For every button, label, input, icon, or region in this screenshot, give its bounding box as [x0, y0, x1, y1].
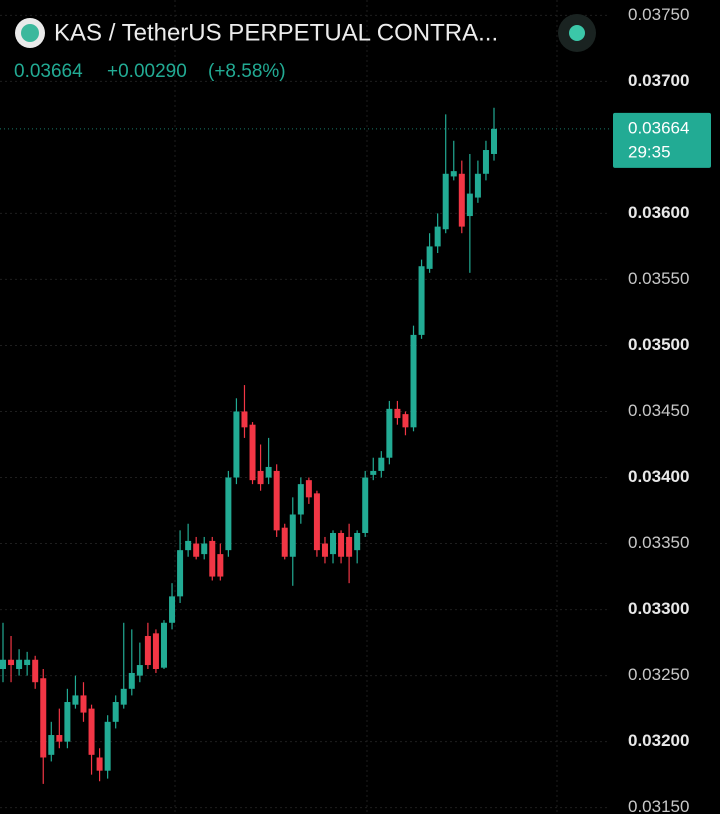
- candle-body: [128, 672, 135, 689]
- candle-body: [201, 543, 208, 555]
- price-change: +0.00290: [107, 61, 187, 82]
- candle-body: [88, 708, 95, 755]
- candle-body: [281, 527, 288, 557]
- candle-body: [64, 702, 71, 742]
- candle-body: [297, 484, 304, 515]
- candle-body: [321, 543, 328, 557]
- candle-body: [434, 226, 441, 247]
- candle-body: [225, 477, 232, 551]
- candle-body: [394, 408, 401, 419]
- y-tick-label: 0.03400: [628, 467, 689, 486]
- y-tick-label: 0.03550: [628, 269, 689, 288]
- vertical-grid: [174, 0, 558, 814]
- y-tick-label: 0.03750: [628, 5, 689, 24]
- coin-icon-inner: [21, 24, 39, 42]
- candle-body: [241, 411, 248, 428]
- candle-body: [80, 695, 87, 713]
- y-tick-label: 0.03300: [628, 599, 689, 618]
- candle-body: [40, 678, 47, 758]
- candle-body: [338, 532, 345, 557]
- candle-body: [426, 246, 433, 269]
- candle-body: [233, 411, 240, 478]
- y-tick-label: 0.03600: [628, 203, 689, 222]
- candle-body: [386, 408, 393, 458]
- candle-body: [370, 470, 377, 475]
- candle-body: [48, 735, 55, 755]
- candle-body: [96, 757, 103, 771]
- y-axis: 0.03750 0.03700 0.03600 0.03550 0.03500 0.034…: [628, 5, 689, 814]
- candle-body: [265, 466, 272, 478]
- candle-body: [209, 540, 216, 577]
- candles: [0, 107, 497, 784]
- candle-body: [160, 622, 167, 668]
- last-price: 0.03664: [14, 61, 83, 82]
- candle-body: [177, 550, 184, 597]
- candle-body: [482, 150, 489, 174]
- candle-body: [217, 554, 224, 577]
- candle-body: [257, 470, 264, 485]
- y-tick-label: 0.03450: [628, 401, 689, 420]
- candle-body: [169, 596, 176, 623]
- y-tick-label: 0.03500: [628, 335, 689, 354]
- status-dot: [569, 25, 585, 41]
- candle-body: [193, 543, 200, 557]
- candle-body: [466, 193, 473, 217]
- candle-body: [144, 635, 151, 666]
- y-tick-label: 0.03700: [628, 71, 689, 90]
- candle-body: [0, 659, 6, 670]
- candle-body: [378, 457, 385, 471]
- y-tick-label: 0.03200: [628, 731, 689, 750]
- horizontal-grid: [0, 14, 610, 809]
- y-tick-label: 0.03250: [628, 665, 689, 684]
- candle-body: [32, 659, 39, 683]
- candle-body: [418, 266, 425, 335]
- candle-body: [72, 695, 79, 705]
- candle-body: [185, 540, 192, 551]
- candle-body: [273, 470, 280, 531]
- price-tag-price: 0.03664: [628, 118, 689, 137]
- candle-body: [305, 480, 312, 498]
- candle-body: [289, 514, 296, 557]
- candle-body: [8, 659, 15, 666]
- candle-body: [491, 128, 497, 154]
- candle-body: [249, 424, 256, 481]
- candle-body: [354, 532, 361, 551]
- candle-body: [330, 532, 337, 555]
- price-tag-countdown: 29:35: [628, 142, 671, 161]
- candle-body: [136, 665, 143, 676]
- price-tag: 0.03664 29:35: [0, 112, 711, 168]
- y-tick-label: 0.03150: [628, 797, 689, 814]
- candle-body: [362, 477, 369, 533]
- candle-body: [458, 173, 465, 227]
- price-tag-box: [613, 112, 711, 168]
- candle-body: [152, 633, 159, 670]
- price-change-percent: (+8.58%): [208, 61, 286, 82]
- candle-body: [313, 493, 320, 551]
- candle-body: [112, 702, 119, 722]
- candle-body: [442, 173, 449, 230]
- candle-body: [120, 688, 127, 705]
- candle-body: [450, 171, 457, 177]
- candle-body: [346, 536, 353, 557]
- chart-title: KAS / TetherUS PERPETUAL CONTRA...: [54, 19, 498, 46]
- candle-body: [410, 334, 417, 428]
- candle-body: [24, 659, 31, 666]
- candle-body: [104, 721, 111, 771]
- candle-body: [16, 659, 23, 670]
- header: KAS / TetherUS PERPETUAL CONTRA... 0.036…: [14, 14, 596, 82]
- candle-body: [402, 414, 409, 428]
- candle-body: [474, 173, 481, 198]
- y-tick-label: 0.03350: [628, 533, 689, 552]
- candle-body: [56, 735, 63, 742]
